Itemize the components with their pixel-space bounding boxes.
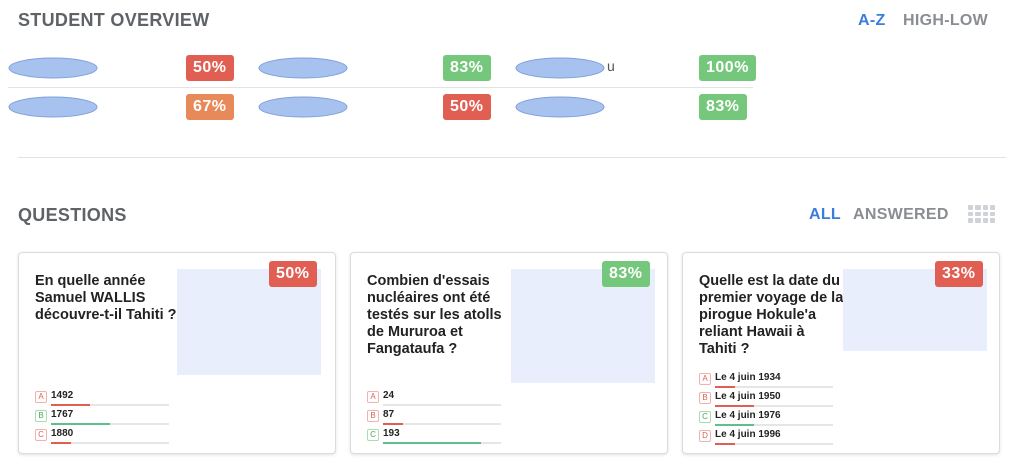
student-overview-title: STUDENT OVERVIEW (18, 10, 210, 30)
student-item[interactable]: 50% (258, 93, 498, 123)
answer-list: A Le 4 juin 1934 B Le 4 juin 1950 C Le 4 ju… (699, 371, 834, 447)
answer-list: A 1492 B 1767 C 1880 (35, 389, 170, 446)
question-score-badge: 33% (935, 261, 983, 287)
question-score-badge: 83% (602, 261, 650, 287)
student-item[interactable]: u 100% (515, 54, 756, 84)
redacted-name-blur (258, 57, 348, 79)
question-card[interactable]: Combien d'essais nucléaires ont été test… (350, 252, 668, 454)
answer-bar (715, 443, 833, 445)
student-name-fragment: u (607, 58, 615, 74)
redacted-name-blur (515, 96, 605, 118)
student-score-badge: 50% (186, 55, 234, 81)
answer-bar (383, 404, 501, 406)
question-card[interactable]: En quelle année Samuel WALLIS découvre-t… (18, 252, 336, 454)
answer-bar (715, 405, 833, 407)
student-score-badge: 67% (186, 94, 234, 120)
answer-bar (51, 404, 169, 406)
filter-answered-button[interactable]: ANSWERED (853, 206, 949, 223)
question-text: Combien d'essais nucléaires ont été test… (367, 273, 502, 357)
answer-list: A 24 B 87 C 193 (367, 389, 502, 446)
answer-bar (51, 442, 169, 444)
question-image-placeholder (511, 269, 655, 383)
answer-row: D Le 4 juin 1996 (699, 428, 834, 447)
student-item[interactable]: 50% (8, 54, 240, 84)
question-card[interactable]: Quelle est la date du premier voyage de … (682, 252, 1000, 454)
student-score-badge: 100% (699, 55, 756, 81)
question-text: En quelle année Samuel WALLIS découvre-t… (35, 273, 177, 323)
student-item[interactable]: 67% (8, 93, 240, 123)
answer-row: C 193 (367, 427, 502, 446)
redacted-name-blur (8, 96, 98, 118)
answer-bar (715, 424, 833, 426)
student-score-badge: 83% (699, 94, 747, 120)
row-divider (8, 87, 753, 88)
redacted-name-blur (258, 96, 348, 118)
section-divider (18, 157, 1006, 158)
filter-all-button[interactable]: ALL (809, 206, 842, 223)
questions-title: QUESTIONS (18, 205, 127, 225)
student-item[interactable]: 83% (515, 93, 755, 123)
redacted-name-blur (8, 57, 98, 79)
answer-row: A 24 (367, 389, 502, 408)
answer-row: B 1767 (35, 408, 170, 427)
sort-high-low-button[interactable]: HIGH-LOW (903, 12, 989, 29)
redacted-name-blur (515, 57, 605, 79)
answer-bar (383, 423, 501, 425)
answer-row: B Le 4 juin 1950 (699, 390, 834, 409)
answer-bar (715, 386, 833, 388)
answer-row: C 1880 (35, 427, 170, 446)
question-text: Quelle est la date du premier voyage de … (699, 273, 844, 357)
student-score-badge: 83% (443, 55, 491, 81)
answer-row: A Le 4 juin 1934 (699, 371, 834, 390)
answer-row: B 87 (367, 408, 502, 427)
answer-row: C Le 4 juin 1976 (699, 409, 834, 428)
student-score-badge: 50% (443, 94, 491, 120)
grid-view-icon[interactable] (968, 205, 995, 223)
answer-row: A 1492 (35, 389, 170, 408)
sort-a-z-button[interactable]: A-Z (858, 12, 886, 29)
question-score-badge: 50% (269, 261, 317, 287)
answer-bar (51, 423, 169, 425)
answer-bar (383, 442, 501, 444)
student-item[interactable]: 83% (258, 54, 498, 84)
